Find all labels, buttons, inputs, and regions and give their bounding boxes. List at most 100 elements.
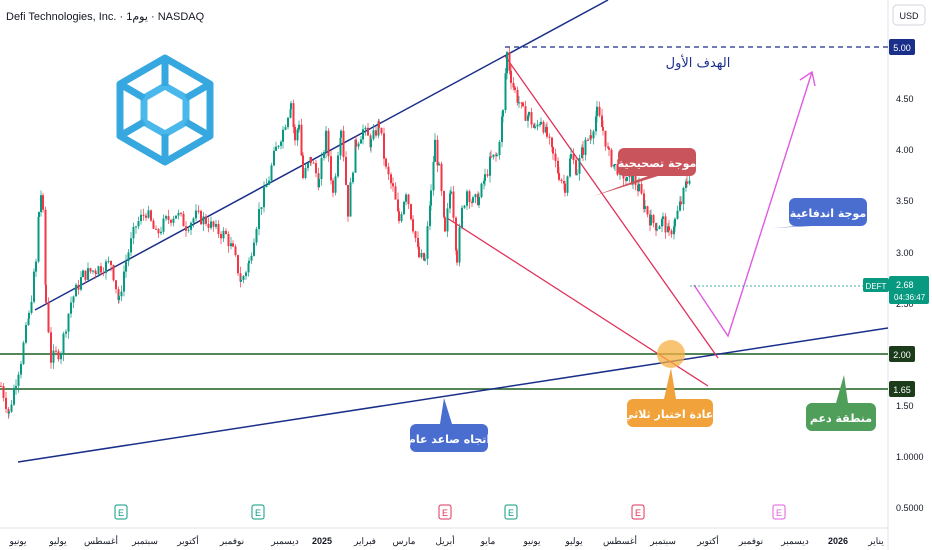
candle-body <box>662 216 664 219</box>
candle-body <box>202 216 205 225</box>
candle-body <box>190 222 192 230</box>
target-price-tag <box>889 39 915 55</box>
first-target-label: الهدف الأول <box>666 54 731 71</box>
candle-body <box>112 264 115 281</box>
candle-body <box>289 109 292 118</box>
candle-body <box>280 141 282 146</box>
candle-body <box>410 204 412 220</box>
candle-body <box>385 158 387 167</box>
candle-body <box>595 116 597 132</box>
candle-body <box>337 155 339 177</box>
candle-body <box>253 242 255 256</box>
candle-body <box>162 218 165 232</box>
candle-body <box>140 214 142 222</box>
candle-body <box>225 230 227 234</box>
last-price-label: 2.68 <box>896 280 914 290</box>
x-axis: يونيو يوليو أغسطس سبتمبر أكتوبر نوفمبر د… <box>8 534 884 547</box>
candle-body <box>607 146 609 148</box>
candle-body <box>646 206 649 215</box>
x-tick-5: نوفمبر <box>219 536 244 547</box>
earnings-marker-2[interactable] <box>438 504 452 520</box>
earnings-marker-1[interactable] <box>251 504 265 520</box>
candle-body <box>542 121 545 133</box>
candle-body <box>412 219 414 232</box>
earnings-marker-0[interactable] <box>114 504 128 520</box>
candle-body <box>320 157 323 180</box>
candle-body <box>180 212 182 214</box>
candle-body <box>502 110 504 117</box>
candle-body <box>234 246 237 256</box>
x-tick-4: أكتوبر <box>176 534 199 547</box>
earnings-marker-3[interactable] <box>504 504 518 520</box>
earnings-marker-4[interactable] <box>631 504 645 520</box>
candle-body <box>302 155 304 178</box>
candle-body <box>210 221 212 228</box>
candle-body <box>8 411 10 414</box>
candle-body <box>407 194 410 205</box>
candle-body <box>187 229 190 231</box>
candle-body <box>440 163 443 192</box>
candle-body <box>25 324 27 343</box>
candle-body <box>685 181 687 188</box>
candle-body <box>610 149 613 167</box>
candle-body <box>310 157 312 163</box>
candle-body <box>294 126 296 141</box>
callout-uptrend: اتجاه صاعد عام <box>408 398 490 452</box>
candle-body <box>89 268 92 272</box>
candle-body <box>102 272 105 274</box>
candle-body <box>522 102 524 107</box>
candle-body <box>182 213 185 227</box>
candle-body <box>484 174 486 182</box>
candle-body <box>175 215 177 219</box>
candle-body <box>466 191 468 206</box>
x-tick-16: أكتوبر <box>696 534 719 547</box>
candle-body <box>514 87 516 90</box>
candle-body <box>405 194 407 202</box>
candle-body <box>486 174 489 176</box>
candle-body <box>504 73 507 111</box>
candle-body <box>377 121 380 136</box>
candle-body <box>47 302 50 333</box>
earnings-marker-label: E <box>508 508 514 518</box>
candle-body <box>13 387 15 405</box>
candle-body <box>510 70 512 83</box>
candle-body <box>456 250 458 263</box>
currency-button[interactable] <box>892 4 926 26</box>
candle-body <box>634 174 637 185</box>
y-tick-2: 1.50 <box>896 401 914 411</box>
candle-body <box>87 268 89 280</box>
candle-body <box>375 130 377 136</box>
candle-body <box>222 230 225 239</box>
candle-body <box>290 103 292 110</box>
candle-body <box>575 160 577 175</box>
candle-body <box>2 386 5 398</box>
y-tick-1: 1.0000 <box>896 452 924 462</box>
candle-body <box>403 201 405 215</box>
candle-body <box>258 208 260 229</box>
candle-body <box>177 212 180 216</box>
candle-body <box>37 216 40 262</box>
candle-body <box>432 161 435 191</box>
candle-body <box>566 176 569 193</box>
candle-body <box>598 106 601 116</box>
x-tick-11: مايو <box>480 536 496 547</box>
candle-body <box>247 263 250 273</box>
candle-body <box>5 397 7 409</box>
candle-body <box>527 115 529 121</box>
earnings-marker-5[interactable] <box>772 504 786 520</box>
candle-body <box>424 258 426 261</box>
candle-body <box>572 154 575 161</box>
candle-body <box>508 52 511 71</box>
x-tick-19: 2026 <box>828 536 848 546</box>
candle-body <box>530 112 533 125</box>
support-price-tag-2 <box>889 346 915 362</box>
candle-body <box>446 208 449 232</box>
candle-body <box>490 156 492 158</box>
candle-body <box>248 260 250 264</box>
candle-body <box>312 162 315 164</box>
candle-body <box>147 210 150 218</box>
candle-body <box>28 312 30 319</box>
candle-body <box>268 180 270 185</box>
candle-body <box>676 210 679 219</box>
